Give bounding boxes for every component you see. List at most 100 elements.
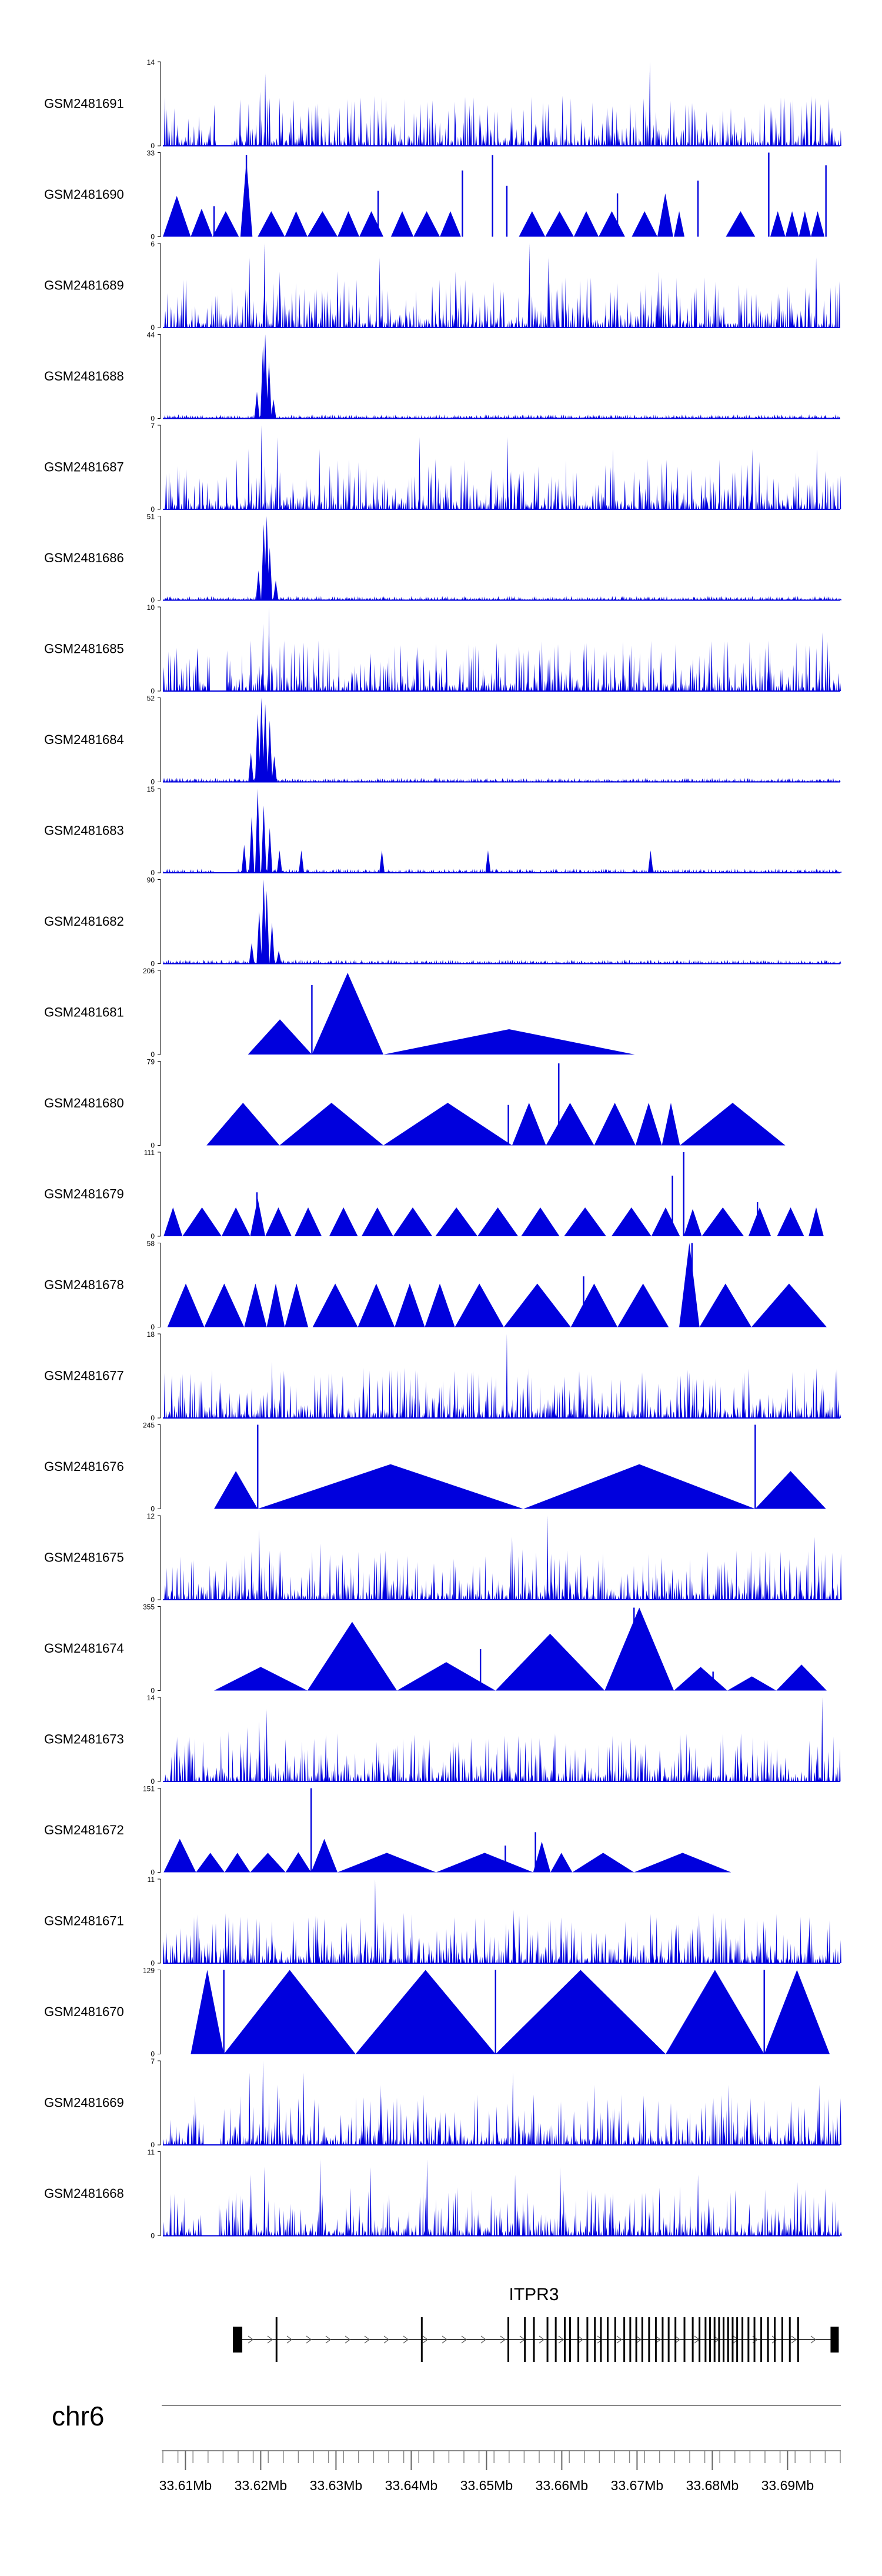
coverage-segment <box>167 1283 205 1327</box>
track-label: GSM2481681 <box>44 1005 124 1020</box>
coverage-segment <box>699 1283 751 1327</box>
coverage-segment <box>755 1471 826 1509</box>
coverage-segment <box>651 1207 680 1236</box>
gene-strand-chevron <box>558 2335 564 2344</box>
gene-exon <box>713 2317 716 2362</box>
coverage-segment <box>163 196 191 237</box>
coverage-bars <box>163 640 841 691</box>
gene-strand-chevron <box>403 2335 409 2344</box>
coverage-segment <box>355 1970 496 2054</box>
coverage-segment <box>764 1970 830 2054</box>
gene-exon <box>275 2317 278 2362</box>
track-GSM2481686: GSM2481686 51 0 <box>44 513 842 605</box>
track-ymax-label: 245 <box>143 1422 155 1430</box>
coverage-segment <box>425 1283 455 1327</box>
coverage-segment <box>770 211 786 237</box>
coverage-bars <box>163 868 842 873</box>
coverage-peak <box>558 1063 560 1146</box>
coverage-bars <box>164 1549 842 1600</box>
gene-model: ITPR3 <box>233 2285 839 2362</box>
coverage-peak <box>377 1745 380 1781</box>
gene-exon <box>736 2317 739 2362</box>
coverage-peak <box>318 449 320 509</box>
track-ymax-label: 7 <box>151 422 155 430</box>
coverage-segment <box>572 1853 634 1873</box>
track-ymin-label: 0 <box>151 1414 155 1422</box>
track-GSM2481668: GSM2481668 11 0 <box>44 2148 842 2240</box>
coverage-peak <box>213 206 215 237</box>
track-ymin-label: 0 <box>151 869 155 877</box>
coverage-peak <box>254 392 260 419</box>
gene-exon <box>600 2317 602 2362</box>
coverage-peak <box>485 1739 487 1781</box>
coverage-peak <box>255 714 260 782</box>
coverage-peak <box>647 850 653 873</box>
gene-strand-chevron <box>306 2335 312 2344</box>
coverage-peak <box>813 1536 816 1600</box>
coverage-peak <box>534 1832 536 1873</box>
gene-strand-chevron <box>539 2335 545 2344</box>
coverage-peak <box>249 816 255 873</box>
track-GSM2481682: GSM2481682 90 0 <box>44 876 841 968</box>
gene-strand-chevron <box>383 2335 390 2344</box>
track-label: GSM2481689 <box>44 278 124 293</box>
coverage-segment <box>726 211 756 237</box>
coverage-peak <box>649 62 651 146</box>
coverage-segment <box>495 1633 605 1691</box>
track-ymax-label: 52 <box>147 695 155 703</box>
track-ymax-label: 12 <box>147 1512 155 1520</box>
coverage-peak <box>248 2073 250 2145</box>
gene-exon <box>767 2317 769 2362</box>
coverage-peak <box>247 1917 249 1963</box>
track-label: GSM2481683 <box>44 823 124 838</box>
gene-strand-chevron <box>674 2335 681 2344</box>
coverage-peak <box>495 1970 496 2054</box>
track-GSM2481689: GSM2481689 6 0 <box>44 240 840 332</box>
coverage-segment <box>258 1464 524 1509</box>
coverage-segment <box>163 1207 183 1236</box>
coverage-peak <box>754 1424 756 1509</box>
coverage-segment <box>751 1283 827 1327</box>
coverage-segment <box>799 211 811 237</box>
coverage-segment <box>358 1283 395 1327</box>
coverage-segment <box>679 1243 700 1327</box>
coverage-peak <box>763 1970 765 2054</box>
track-GSM2481691: GSM2481691 14 0 <box>44 58 841 150</box>
coverage-peak <box>278 98 280 146</box>
coverage-peak <box>616 193 619 237</box>
gene-exon <box>623 2317 626 2362</box>
coverage-peak <box>814 98 817 146</box>
coverage-peak <box>319 1543 322 1600</box>
coverage-peak <box>506 1334 508 1418</box>
coverage-segment <box>221 1207 250 1236</box>
gene-exon <box>674 2317 677 2362</box>
coverage-peak <box>248 449 250 509</box>
coverage-segment <box>477 1207 519 1236</box>
coverage-segment <box>258 211 285 237</box>
coverage-peak <box>310 109 313 146</box>
track-ymin-label: 0 <box>151 1142 155 1150</box>
coverage-segment <box>785 211 799 237</box>
coverage-peak <box>633 1607 635 1691</box>
axis-tick-label: 33.63Mb <box>310 2478 363 2493</box>
gene-exon <box>546 2317 549 2362</box>
coverage-segment <box>265 1207 292 1236</box>
coverage-peak <box>522 109 524 146</box>
coverage-segment <box>214 1667 308 1691</box>
coverage-peak <box>302 2073 305 2145</box>
track-GSM2481672: GSM2481672 151 0 <box>44 1785 731 1877</box>
gene-exon <box>654 2317 657 2362</box>
track-ymax-label: 151 <box>143 1785 155 1793</box>
coverage-peak <box>276 2084 279 2145</box>
coverage-peak <box>299 850 305 873</box>
track-GSM2481690: GSM2481690 33 0 <box>44 149 827 241</box>
axis-tick-label: 33.67Mb <box>611 2478 664 2493</box>
coverage-segment <box>285 1283 309 1327</box>
coverage-peak <box>818 2084 820 2145</box>
coverage-peak <box>743 1917 746 1963</box>
coverage-peak <box>661 1557 663 1600</box>
coverage-peak <box>547 104 549 146</box>
axis-tick-label: 33.64Mb <box>385 2478 438 2493</box>
coverage-peak <box>262 334 268 419</box>
chromosome-label: chr6 <box>52 2401 104 2431</box>
